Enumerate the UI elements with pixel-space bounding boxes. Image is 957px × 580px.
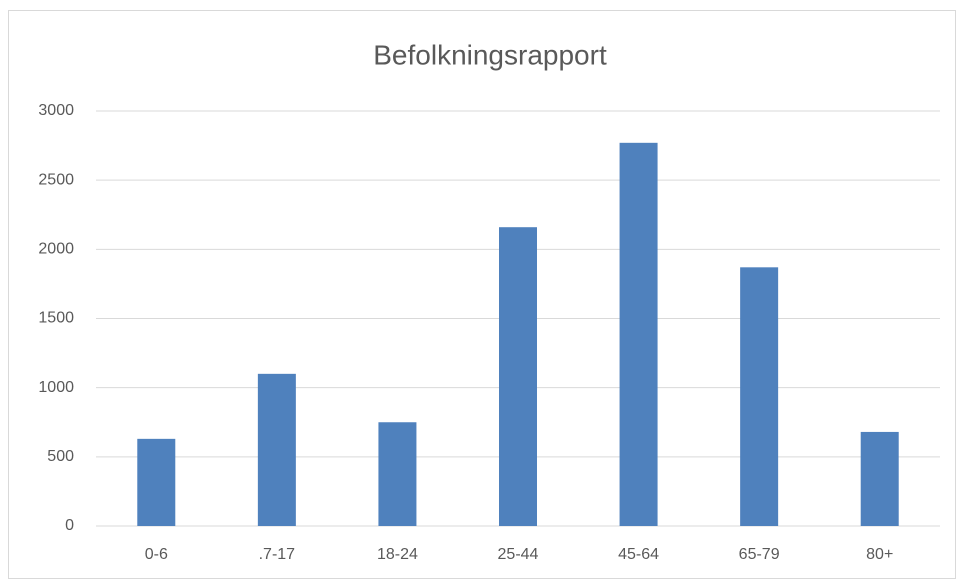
y-tick-label: 0 (65, 517, 74, 534)
x-tick-label: 80+ (866, 546, 893, 563)
bar (499, 227, 537, 526)
x-tick-label: 0-6 (145, 546, 168, 563)
y-tick-label: 1000 (38, 379, 74, 396)
chart-title: Befolkningsrapport (373, 39, 607, 70)
x-tick-label: 25-44 (498, 546, 539, 563)
bar (860, 431, 899, 526)
y-tick-label: 500 (47, 448, 74, 465)
y-tick-label: 2500 (38, 171, 74, 188)
x-tick-label: 65-79 (739, 546, 780, 563)
y-tick-label: 1500 (38, 310, 74, 327)
x-tick-label: 45-64 (618, 546, 659, 563)
x-tick-label: 18-24 (377, 546, 418, 563)
x-tick-label: .7-17 (259, 546, 296, 563)
y-tick-label: 2000 (38, 241, 74, 258)
bar (137, 438, 176, 526)
bar (257, 373, 296, 526)
bar (740, 267, 779, 526)
y-tick-label: 3000 (38, 102, 74, 119)
bar (378, 422, 417, 526)
bar (619, 142, 658, 527)
